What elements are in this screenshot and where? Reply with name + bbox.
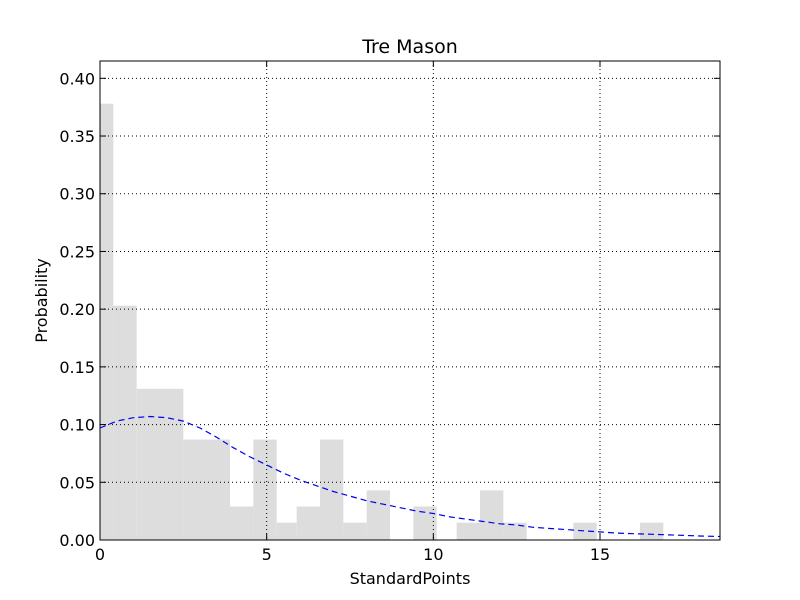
x-tick-label-0: 0	[95, 545, 105, 564]
x-tick-label-2: 10	[423, 545, 443, 564]
x-tick-label-3: 15	[590, 545, 610, 564]
histogram-bar-9	[343, 522, 367, 540]
x-axis-label: StandardPoints	[350, 569, 471, 588]
y-tick-label-4: 0.20	[59, 300, 95, 319]
y-tick-labels: 0.00 0.05 0.10 0.15 0.20 0.25 0.30 0.35 0.40	[59, 69, 95, 550]
y-tick-label-0: 0.00	[59, 531, 95, 550]
y-tick-label-7: 0.35	[59, 127, 95, 146]
fit-curve-line	[99, 415, 721, 538]
y-tick-label-6: 0.30	[59, 185, 95, 204]
histogram-bar-3	[183, 439, 230, 540]
histogram-bar-10	[366, 490, 390, 540]
histogram-bar-16	[640, 522, 664, 540]
curve-layer	[99, 415, 721, 538]
histogram-bar-11	[413, 506, 437, 540]
histogram-bar-4	[230, 506, 254, 540]
bars-layer	[100, 103, 664, 540]
histogram-bar-8	[320, 439, 344, 540]
y-tick-label-5: 0.25	[59, 242, 95, 261]
plot-frame	[99, 60, 721, 541]
y-tick-label-2: 0.10	[59, 416, 95, 435]
histogram-bar-14	[503, 522, 527, 540]
ticks-layer	[99, 61, 720, 541]
histogram-bar-13	[480, 490, 504, 540]
x-tick-labels: 0 5 10 15	[95, 545, 610, 564]
y-tick-label-8: 0.40	[59, 69, 95, 88]
histogram-bar-1	[113, 305, 137, 540]
y-axis-label: Probability	[32, 258, 51, 343]
histogram-bar-5	[253, 439, 277, 540]
histogram-bar-12	[456, 522, 480, 540]
histogram-bar-0	[100, 103, 114, 540]
histogram-bar-15	[573, 522, 597, 540]
chart-title: Tre Mason	[361, 36, 458, 58]
y-tick-label-1: 0.05	[59, 473, 95, 492]
y-tick-label-3: 0.15	[59, 358, 95, 377]
histogram-bar-2	[136, 388, 184, 540]
x-tick-label-1: 5	[262, 545, 272, 564]
histogram-bar-7	[296, 506, 320, 540]
histogram-bar-6	[276, 522, 297, 540]
